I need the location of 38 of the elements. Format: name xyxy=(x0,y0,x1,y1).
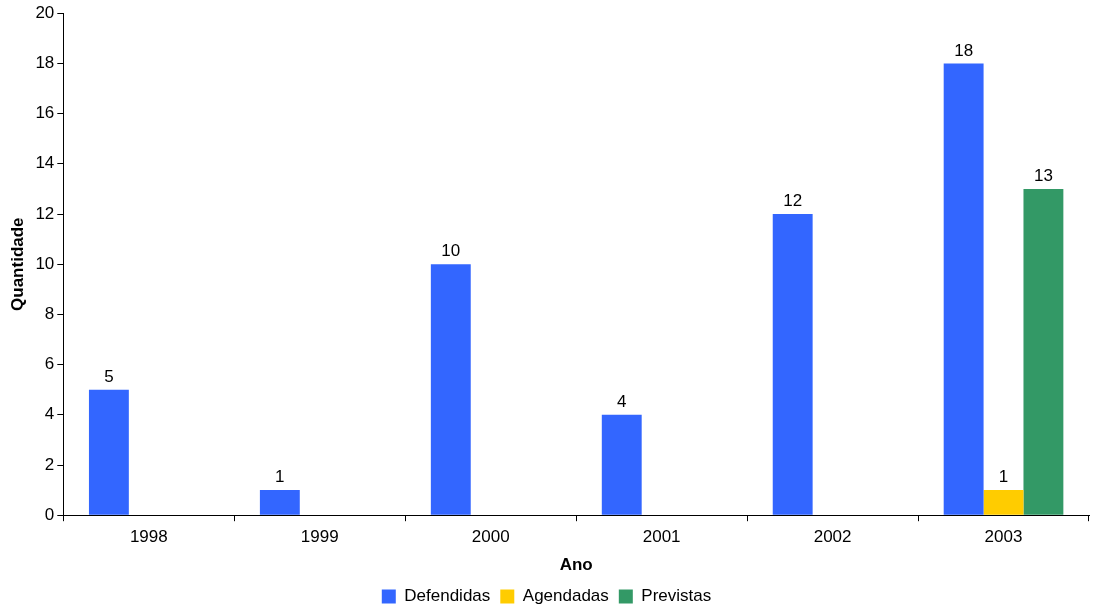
data-label: 1 xyxy=(998,467,1009,487)
y-tick-label: 18 xyxy=(35,53,55,73)
x-tick-label: 1998 xyxy=(129,527,168,547)
data-label: 5 xyxy=(104,366,114,386)
x-tick-label: 2003 xyxy=(984,527,1023,547)
data-label: 13 xyxy=(1033,166,1053,186)
y-tick-label: 10 xyxy=(35,253,55,273)
bar xyxy=(1023,188,1064,515)
bar xyxy=(983,490,1024,515)
bar xyxy=(430,264,471,515)
x-tick-label: 2000 xyxy=(471,527,510,547)
y-tick-label: 0 xyxy=(44,504,55,524)
x-tick-label: 2001 xyxy=(642,527,681,547)
data-label: 18 xyxy=(954,40,974,60)
x-tick-label: 2002 xyxy=(813,527,852,547)
y-tick-label: 20 xyxy=(35,2,55,22)
y-tick-label: 6 xyxy=(44,354,55,374)
legend-label: Agendadas xyxy=(522,586,609,606)
bar xyxy=(943,63,984,515)
data-label: 1 xyxy=(275,467,285,487)
y-tick-label: 14 xyxy=(35,153,55,173)
bar xyxy=(259,490,300,515)
y-tick-label: 16 xyxy=(35,103,55,123)
bar xyxy=(772,214,813,515)
bar xyxy=(601,414,642,515)
x-axis-title: Ano xyxy=(559,555,593,575)
data-label: 4 xyxy=(617,391,627,411)
legend-label: Defendidas xyxy=(404,586,491,606)
legend-label: Previstas xyxy=(641,586,712,606)
data-label: 10 xyxy=(441,241,461,261)
y-tick-label: 4 xyxy=(44,404,55,424)
x-tick-label: 1999 xyxy=(300,527,339,547)
y-axis-title: Quantidade xyxy=(7,217,27,311)
y-tick-label: 2 xyxy=(44,454,55,474)
bar xyxy=(88,389,129,515)
y-tick-label: 12 xyxy=(35,203,55,223)
data-label: 12 xyxy=(783,191,803,211)
y-tick-label: 8 xyxy=(44,304,55,324)
